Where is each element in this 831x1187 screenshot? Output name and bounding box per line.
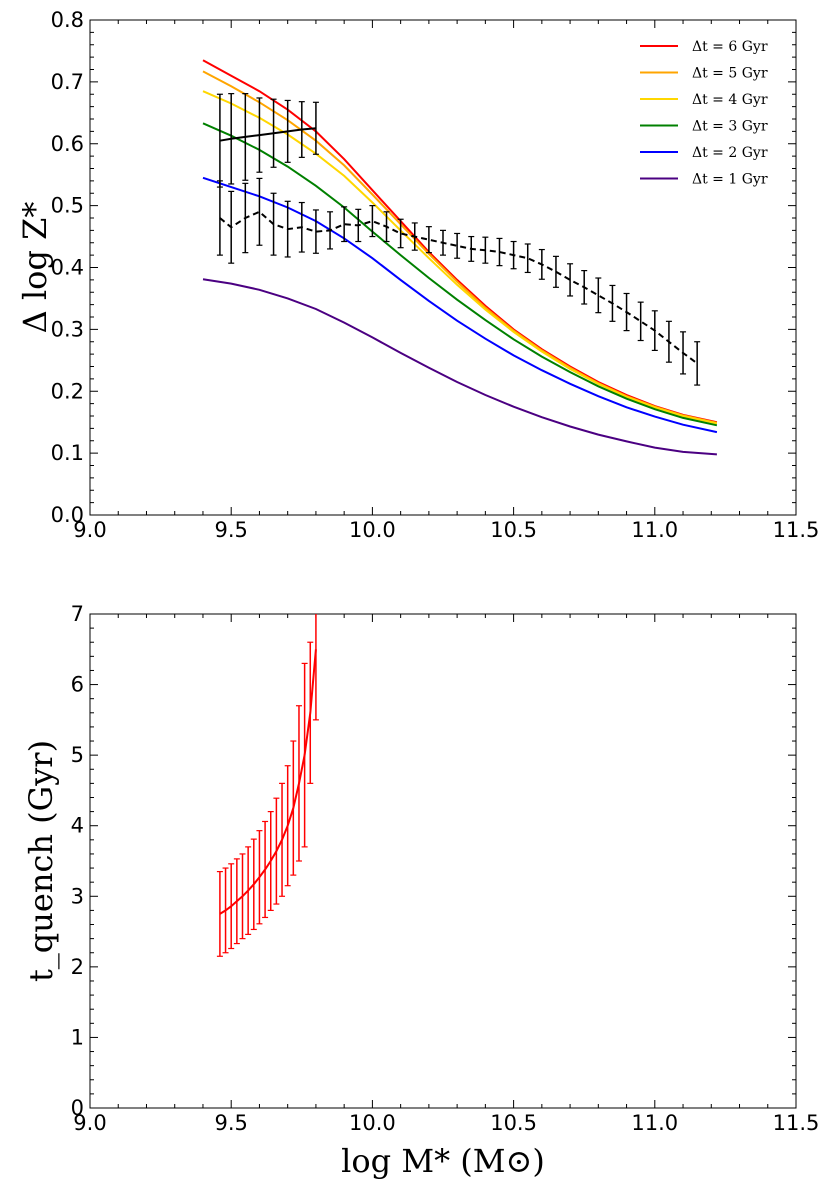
x-axis-label: log M* (M⊙) — [341, 1142, 545, 1180]
legend-label: Δt = 3 Gyr — [692, 119, 768, 135]
plot-frame — [89, 613, 797, 1109]
y-tick-label: 4 — [71, 814, 84, 838]
y-tick-label: 0.3 — [51, 317, 84, 341]
x-tick-label: 11.5 — [773, 518, 820, 542]
x-tick-label: 11.5 — [773, 1111, 820, 1135]
legend-label: Δt = 6 Gyr — [692, 39, 768, 55]
series-line — [202, 122, 718, 427]
x-tick-label: 11.0 — [631, 1111, 678, 1135]
y-tick-label: 5 — [71, 743, 84, 767]
data-line — [219, 649, 317, 915]
series-line — [202, 278, 717, 456]
y-axis-label: t_quench (Gyr) — [22, 740, 60, 982]
x-tick-label: 9.5 — [214, 1111, 247, 1135]
y-tick-label: 2 — [71, 955, 84, 979]
x-tick-label: 11.0 — [631, 518, 678, 542]
legend-label: Δt = 2 Gyr — [692, 145, 768, 161]
x-tick-label: 9.0 — [73, 1111, 106, 1135]
legend-label: Δt = 4 Gyr — [692, 92, 768, 108]
series-line — [202, 70, 718, 424]
x-tick-label: 9.0 — [73, 518, 106, 542]
y-tick-label: 3 — [71, 884, 84, 908]
y-tick-label: 0.7 — [51, 70, 84, 94]
data-line — [219, 210, 698, 365]
x-tick-label: 10.0 — [349, 1111, 396, 1135]
y-tick-label: 0 — [71, 1096, 84, 1120]
legend: Δt = 6 Gyr Δt = 5 Gyr Δt = 4 Gyr Δt = 3 Gyr… — [640, 39, 768, 188]
y-tick-label: 6 — [71, 673, 84, 697]
bottom-panel: 9.0 9.5 10.0 10.5 11.0 11.5 0 1 2 3 4 5 6 7 t_quench (… — [22, 602, 820, 1180]
y-tick-label: 0.4 — [51, 256, 84, 280]
plot-area — [216, 614, 319, 957]
series-line — [202, 176, 718, 434]
x-tick-label: 10.5 — [490, 1111, 537, 1135]
y-tick-label: 7 — [71, 602, 84, 626]
y-axis-label: Δ log Z* — [16, 202, 54, 334]
plot-area — [202, 59, 718, 456]
y-tick-label: 0.2 — [51, 379, 84, 403]
top-panel: 9.0 9.5 10.0 10.5 11.0 11.5 0.0 0.1 0.2 0.3 0.4 0.5… — [16, 8, 819, 542]
y-tick-label: 1 — [71, 1025, 84, 1049]
y-tick-label: 0.8 — [51, 8, 84, 32]
y-tick-label: 0.5 — [51, 194, 84, 218]
x-tick-label: 10.0 — [349, 518, 396, 542]
data-line — [219, 127, 316, 142]
legend-label: Δt = 1 Gyr — [692, 172, 768, 188]
x-tick-label: 10.5 — [490, 518, 537, 542]
y-tick-label: 0.0 — [51, 503, 84, 527]
x-tick-label: 9.5 — [214, 518, 247, 542]
legend-label: Δt = 5 Gyr — [692, 66, 768, 82]
y-tick-label: 0.1 — [51, 441, 84, 465]
y-tick-label: 0.6 — [51, 132, 84, 156]
series-line — [202, 90, 718, 425]
